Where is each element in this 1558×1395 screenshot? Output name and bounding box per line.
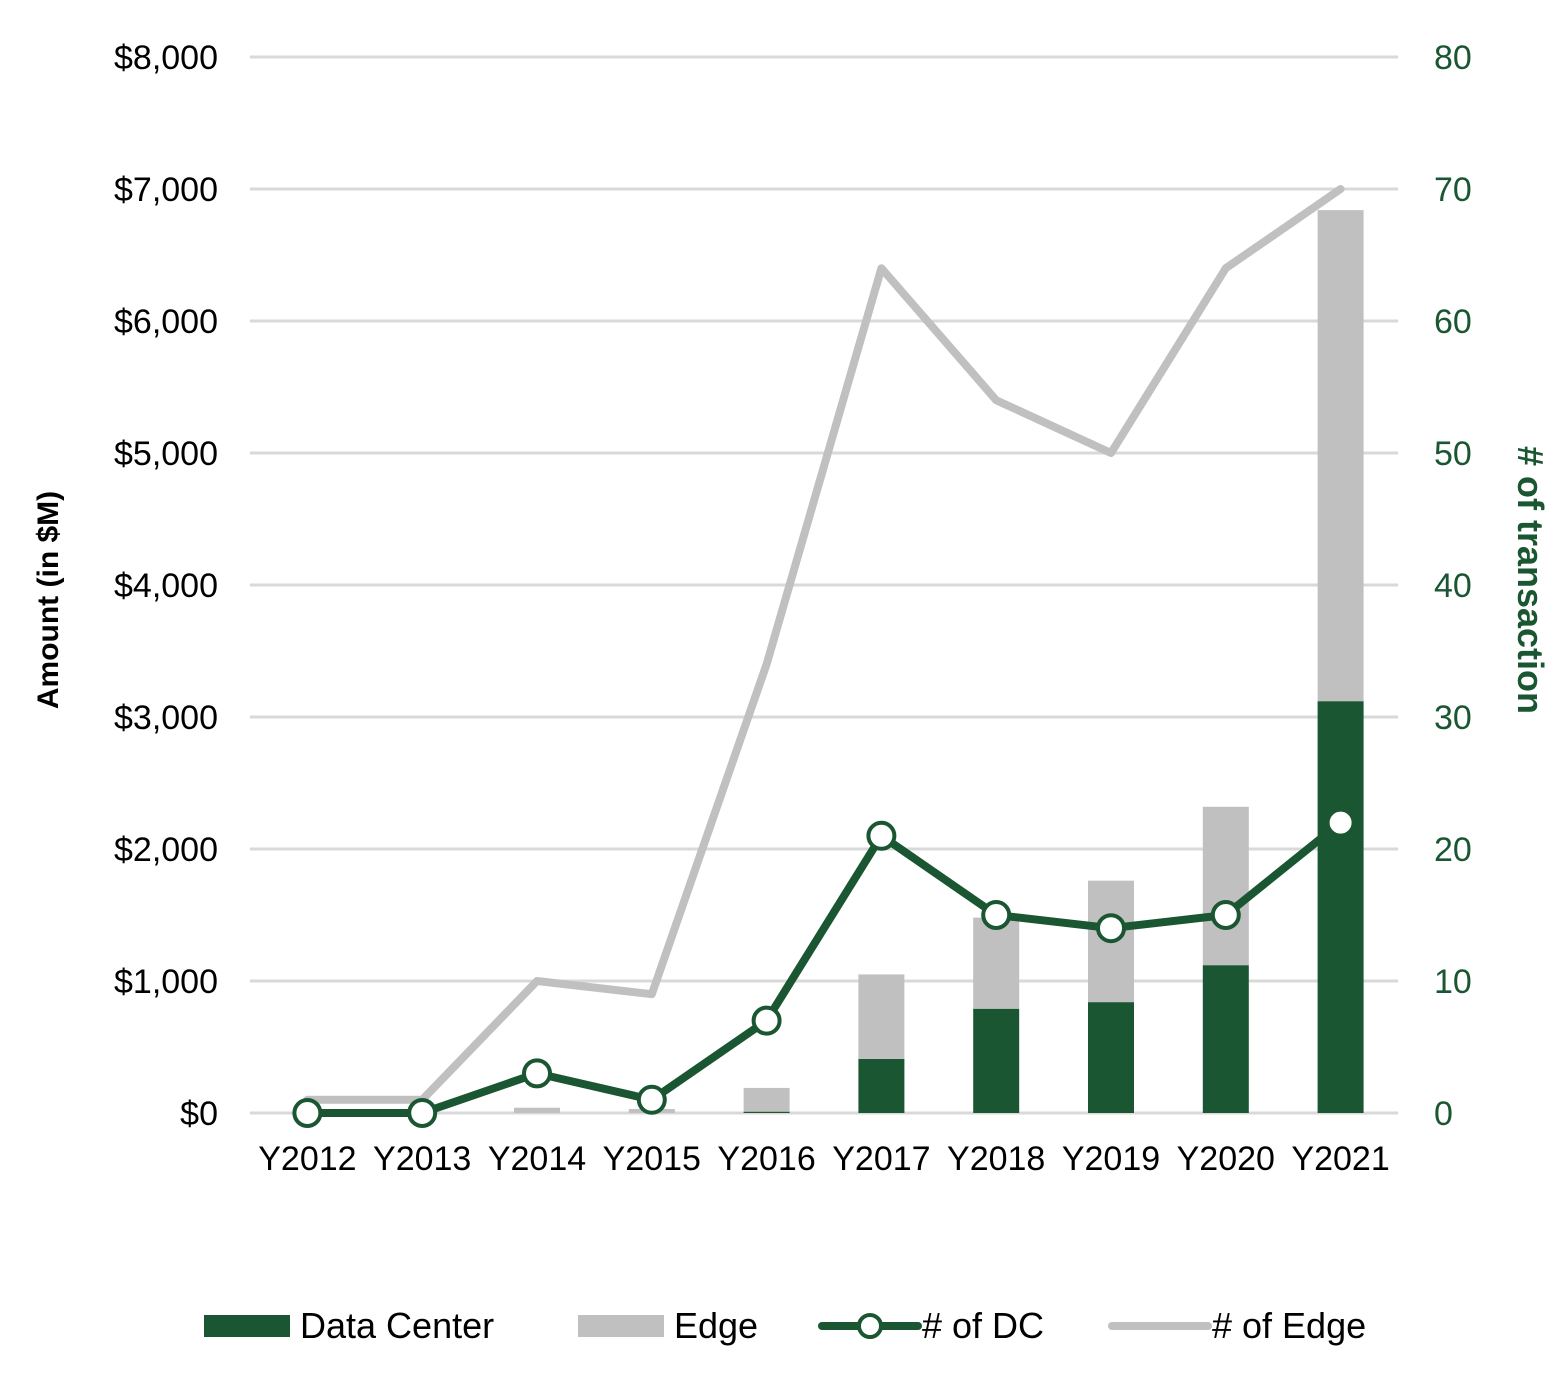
bar-edge xyxy=(858,974,905,1059)
marker-of-dc xyxy=(292,1098,323,1128)
line-of-dc xyxy=(303,818,1345,1117)
bar-edge xyxy=(743,1087,790,1112)
left-tick-label: $5,000 xyxy=(114,435,218,473)
bar-edge xyxy=(973,917,1020,1009)
left-tick-label: $2,000 xyxy=(114,831,218,869)
bar-edge xyxy=(1317,210,1364,702)
marker-of-dc xyxy=(522,1058,552,1089)
right-tick-label: 10 xyxy=(1434,963,1472,1001)
legend-label-edge: Edge xyxy=(674,1305,758,1346)
left-tick-label: $7,000 xyxy=(114,171,218,209)
right-tick-label: 30 xyxy=(1434,699,1472,737)
right-axis-label: # of transaction xyxy=(1510,446,1551,714)
line-of-edge xyxy=(303,185,1345,1104)
legend-swatch-data-center xyxy=(204,1315,290,1337)
legend-label-data-center: Data Center xyxy=(300,1305,494,1346)
x-axis-ticks: Y2012 Y2013 Y2014 Y2015 Y2016 Y2017 Y2018 Y2019… xyxy=(258,1140,1390,1178)
left-tick-label: $0 xyxy=(180,1095,218,1133)
x-tick-label: Y2019 xyxy=(1062,1140,1160,1178)
x-tick-label: Y2016 xyxy=(717,1140,815,1178)
x-tick-label: Y2020 xyxy=(1177,1140,1275,1178)
left-axis-ticks: $0 $1,000 $2,000 $3,000 $4,000 $5,000 $6,000 $7… xyxy=(114,39,218,1133)
bar-data-center xyxy=(1317,701,1364,1113)
right-tick-label: 20 xyxy=(1434,831,1472,869)
bar-edge xyxy=(1202,806,1249,966)
marker-of-dc xyxy=(1210,900,1241,930)
legend-swatch-edge xyxy=(578,1315,664,1337)
x-tick-label: Y2021 xyxy=(1291,1140,1389,1178)
left-tick-label: $4,000 xyxy=(114,567,218,605)
x-tick-label: Y2013 xyxy=(373,1140,471,1178)
x-tick-label: Y2018 xyxy=(947,1140,1045,1178)
x-tick-label: Y2017 xyxy=(832,1140,930,1178)
right-tick-label: 40 xyxy=(1434,567,1472,605)
x-tick-label: Y2015 xyxy=(603,1140,701,1178)
bar-data-center xyxy=(1202,965,1249,1113)
right-tick-label: 70 xyxy=(1434,171,1472,209)
left-tick-label: $1,000 xyxy=(114,963,218,1001)
marker-of-dc xyxy=(866,820,897,851)
legend-marker-of-dc xyxy=(857,1313,883,1339)
marker-of-dc xyxy=(1096,913,1126,944)
marker-of-dc xyxy=(636,1084,667,1115)
bar-edge xyxy=(514,1107,560,1113)
marker-of-dc xyxy=(751,1005,782,1036)
marker-of-dc xyxy=(1325,807,1356,838)
right-tick-label: 80 xyxy=(1434,39,1472,77)
right-tick-label: 0 xyxy=(1434,1095,1453,1133)
bar-data-center xyxy=(1088,1002,1134,1113)
marker-of-dc xyxy=(407,1098,438,1128)
bar-data-center xyxy=(858,1058,905,1113)
legend-label-of-dc: # of DC xyxy=(922,1305,1044,1346)
left-tick-label: $8,000 xyxy=(114,39,218,77)
left-axis-label: Amount (in $M) xyxy=(32,491,65,709)
right-tick-label: 50 xyxy=(1434,435,1472,473)
left-tick-label: $3,000 xyxy=(114,699,218,737)
legend: Data Center Edge # of DC # of Edge xyxy=(204,1305,1366,1346)
marker-of-dc xyxy=(981,900,1012,930)
lines xyxy=(292,185,1356,1128)
x-tick-label: Y2014 xyxy=(488,1140,586,1178)
right-axis-ticks: 0 10 20 30 40 50 60 70 80 xyxy=(1434,39,1472,1133)
left-tick-label: $6,000 xyxy=(114,303,218,341)
bars xyxy=(514,210,1364,1113)
legend-label-of-edge: # of Edge xyxy=(1212,1305,1366,1346)
x-tick-label: Y2012 xyxy=(258,1140,356,1178)
right-tick-label: 60 xyxy=(1434,303,1472,341)
bar-data-center xyxy=(743,1111,790,1113)
bar-data-center xyxy=(973,1008,1020,1113)
